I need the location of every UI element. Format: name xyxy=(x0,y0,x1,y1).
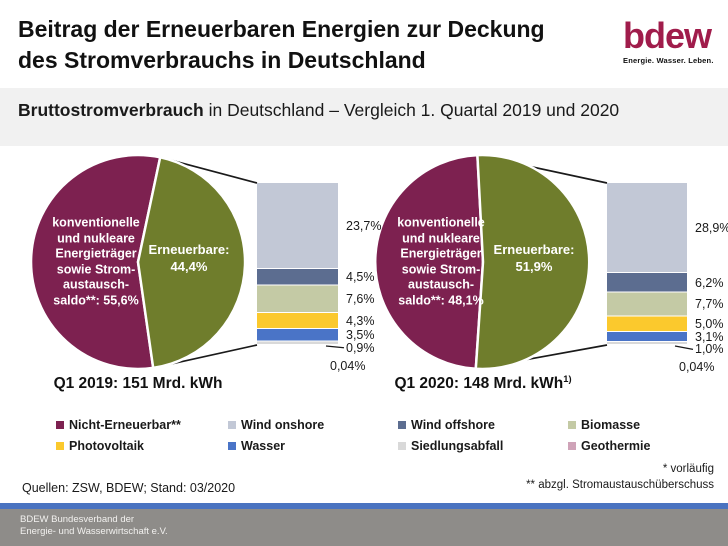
bar-value-label-2019: 4,5% xyxy=(346,270,375,285)
pie-label-renewable-2020: Erneuerbare: 51,9% xyxy=(493,242,575,274)
page-title-line1: Beitrag der Erneuerbaren Energien zur De… xyxy=(18,16,545,42)
bdew-logo: bdew Energie. Wasser. Leben. xyxy=(623,15,723,66)
bar-value-label-2019: 7,6% xyxy=(346,292,375,307)
legend-swatch xyxy=(56,421,64,429)
bar-value-label-2020: 0,04% xyxy=(679,360,715,375)
bar-value-label-2020: 3,1% xyxy=(695,329,724,344)
subtitle-bold: Bruttostromverbrauch xyxy=(18,100,204,120)
footer-text: BDEW Bundesverband der Energie- und Wass… xyxy=(20,514,168,537)
pie-label-non-renewable-2019: konventionelle und nukleare Energieträger s… xyxy=(52,215,140,308)
legend-label: Nicht-Erneuerbar** xyxy=(69,418,181,432)
legend-swatch xyxy=(228,421,236,429)
legend-item-wasser: Wasser xyxy=(228,439,398,453)
legend-item-nicht-erneuerbar: Nicht-Erneuerbar** xyxy=(56,418,228,432)
pie-slice-renewable-2019 xyxy=(136,156,247,370)
bar-value-label-2019: 3,5% xyxy=(346,328,375,343)
bar-segment-wasser-2019 xyxy=(257,328,338,341)
bdew-logo-tagline: Energie. Wasser. Leben. xyxy=(623,56,714,65)
chart-caption-2019: Q1 2019: 151 Mrd. kWh xyxy=(53,375,223,393)
bar-segment-wind-offshore-2020 xyxy=(607,273,687,292)
divider-bar xyxy=(0,503,728,509)
legend-swatch xyxy=(398,442,406,450)
bar-value-label-2020: 5,0% xyxy=(695,317,724,332)
legend-label: Photovoltaik xyxy=(69,439,145,453)
legend-item-wind-onshore: Wind onshore xyxy=(228,418,398,432)
footnotes: * vorläufig ** abzgl. Stromaustauschüber… xyxy=(526,461,714,493)
bar-value-label-2019: 0,04% xyxy=(330,358,366,373)
legend: Nicht-Erneuerbar** Wind onshore Wind offsh… xyxy=(56,418,728,453)
legend-swatch xyxy=(398,421,406,429)
legend-label: Wind offshore xyxy=(411,418,495,432)
charts-canvas xyxy=(29,153,694,371)
bar-segment-wind-onshore-2020 xyxy=(607,183,687,273)
footnote-stromaustausch: ** abzgl. Stromaustauschüberschuss xyxy=(526,479,714,491)
legend-label: Biomasse xyxy=(581,418,641,432)
legend-item-biomasse: Biomasse xyxy=(568,418,728,432)
pie-slice-renewable-2020 xyxy=(474,153,591,371)
bar-value-label-2019: 23,7% xyxy=(346,219,382,234)
legend-label: Geothermie xyxy=(581,439,651,453)
chart-caption-2020: Q1 2020: 148 Mrd. kWh1) xyxy=(394,374,572,393)
bar-value-label-2020: 6,2% xyxy=(695,275,724,290)
pie-slice-non-renewable-2020 xyxy=(373,153,485,371)
legend-label: Wasser xyxy=(241,439,286,453)
bar-segment-biomasse-2020 xyxy=(607,292,687,316)
subtitle-rest: in Deutschland – Vergleich 1. Quartal 20… xyxy=(203,100,620,120)
subtitle-band: Bruttostromverbrauch in Deutschland – Ve… xyxy=(0,88,728,146)
bar-value-label-2019: 4,3% xyxy=(346,314,375,329)
bar-segment-wasser-2020 xyxy=(607,332,687,341)
pie-label-renewable-2019: Erneuerbare: 44,4% xyxy=(148,242,230,274)
chart-area: Q1 2019: 151 Mrd. kWh Q1 2020: 148 Mrd. … xyxy=(0,143,728,417)
legend-label: Siedlungsabfall xyxy=(411,439,504,453)
legend-swatch xyxy=(228,442,236,450)
bar-segment-photovoltaik-2020 xyxy=(607,316,687,332)
legend-swatch xyxy=(568,421,576,429)
footnote-vorlaeufig: * vorläufig xyxy=(662,463,714,475)
bar-segment-wind-offshore-2019 xyxy=(257,269,338,285)
subtitle: Bruttostromverbrauch in Deutschland – Ve… xyxy=(18,100,619,121)
bar-value-label-2019: 0,9% xyxy=(346,340,375,355)
page-title-line2: des Stromverbrauchs in Deutschland xyxy=(18,47,426,73)
page-title: Beitrag der Erneuerbaren Energien zur De… xyxy=(18,14,598,76)
pie-label-non-renewable-2020: konventionelle und nukleare Energieträger s… xyxy=(397,215,485,308)
legend-item-wind-offshore: Wind offshore xyxy=(398,418,568,432)
bar-value-label-2020: 28,9% xyxy=(695,221,728,236)
bar-segment-photovoltaik-2019 xyxy=(257,313,338,328)
bar-segment-wind-onshore-2019 xyxy=(257,183,338,269)
legend-item-geothermie: Geothermie xyxy=(568,439,728,453)
legend-swatch xyxy=(568,442,576,450)
bar-value-label-2020: 7,7% xyxy=(695,297,724,312)
footer-bar: BDEW Bundesverband der Energie- und Wass… xyxy=(0,509,728,546)
bar-segment-biomasse-2019 xyxy=(257,285,338,313)
legend-item-photovoltaik: Photovoltaik xyxy=(56,439,228,453)
bar-value-label-2020: 1,0% xyxy=(695,342,724,357)
bdew-logo-wordmark: bdew xyxy=(623,15,712,56)
legend-label: Wind onshore xyxy=(241,418,325,432)
legend-swatch xyxy=(56,442,64,450)
pie-slice-non-renewable-2019 xyxy=(29,153,162,371)
bar-segment-siedlungsabfall-2020 xyxy=(607,341,687,344)
source-note: Quellen: ZSW, BDEW; Stand: 03/2020 xyxy=(22,481,236,495)
legend-item-siedlungsabfall: Siedlungsabfall xyxy=(398,439,568,453)
bar-segment-siedlungsabfall-2019 xyxy=(257,341,338,344)
